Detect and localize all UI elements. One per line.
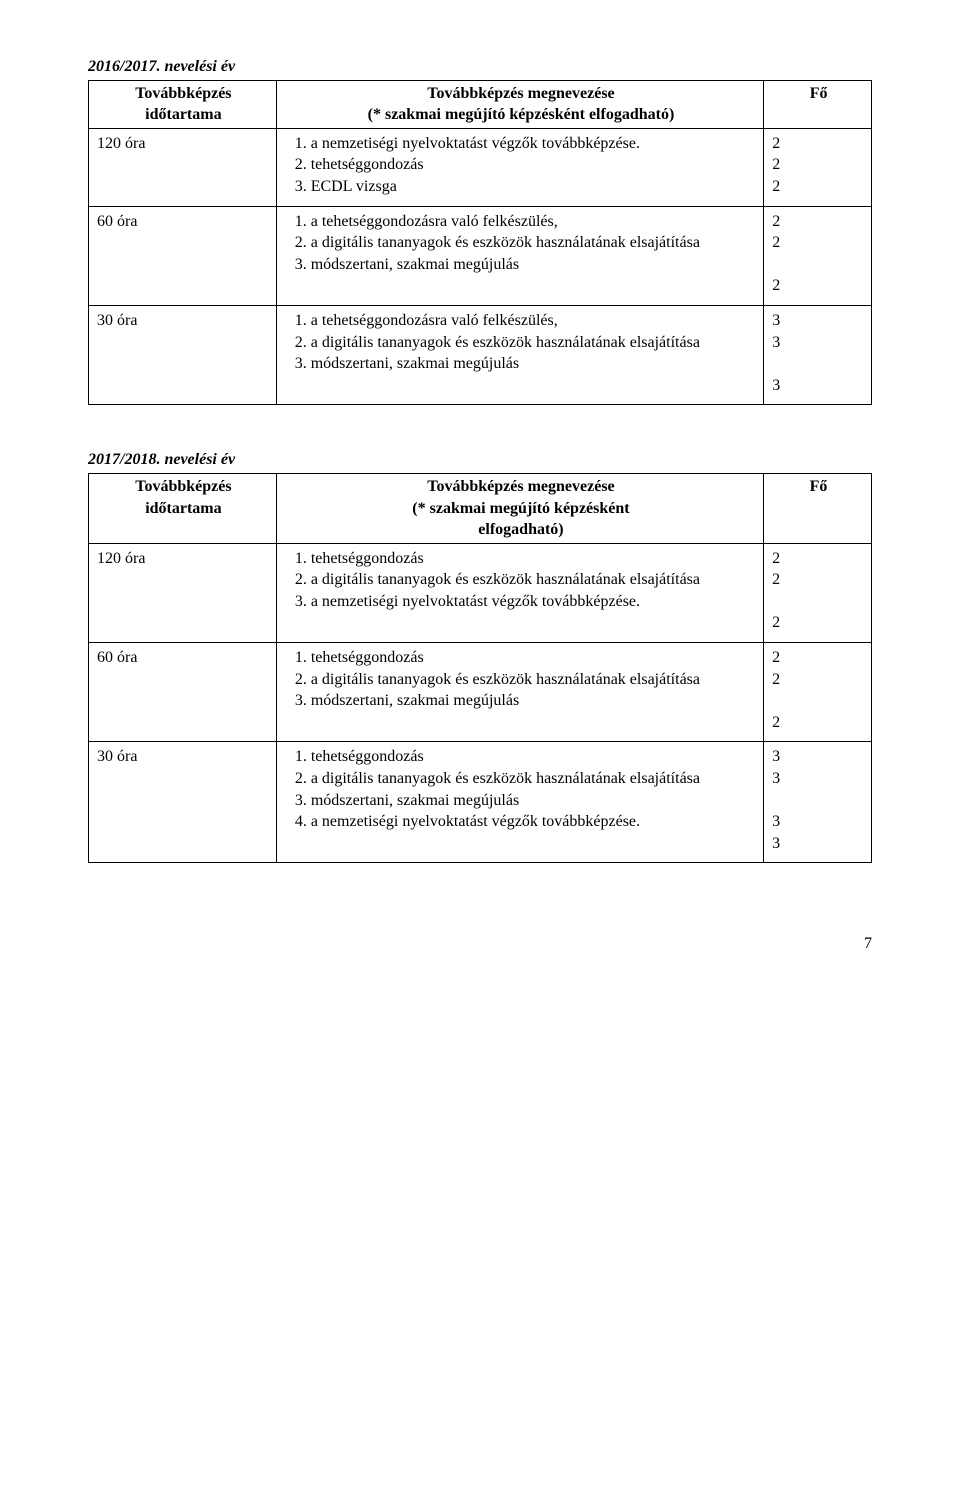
list-item: a tehetséggondozásra való felkészülés, bbox=[311, 211, 757, 233]
section2-header-col3: Fő bbox=[764, 473, 872, 543]
section2-heading: 2017/2018. nevelési év bbox=[88, 449, 872, 471]
value: 2 bbox=[772, 647, 865, 669]
table-row: 120 óra tehetséggondozás a digitális tan… bbox=[89, 543, 872, 642]
list-item: módszertani, szakmai megújulás bbox=[311, 690, 757, 712]
table-row: 60 óra tehetséggondozás a digitális tana… bbox=[89, 643, 872, 742]
value: 2 bbox=[772, 612, 865, 634]
value: 3 bbox=[772, 768, 865, 790]
list-item: tehetséggondozás bbox=[311, 746, 757, 768]
list-item: tehetséggondozás bbox=[311, 647, 757, 669]
header-text: Továbbképzés bbox=[135, 478, 231, 495]
value: 2 bbox=[772, 133, 865, 155]
header-text: Továbbképzés megnevezése bbox=[427, 85, 614, 102]
table-row: 30 óra a tehetséggondozásra való felkész… bbox=[89, 305, 872, 404]
section1-table: Továbbképzés időtartama Továbbképzés meg… bbox=[88, 80, 872, 406]
value: 3 bbox=[772, 332, 865, 354]
list-item: a nemzetiségi nyelvoktatást végzők továb… bbox=[311, 811, 757, 833]
row-items: tehetséggondozás a digitális tananyagok … bbox=[276, 742, 763, 863]
header-text: (* szakmai megújító képzésként elfogadha… bbox=[368, 106, 675, 123]
row-values: 3 3 3 3 bbox=[764, 742, 872, 863]
row-values: 2 2 2 bbox=[764, 643, 872, 742]
value: 3 bbox=[772, 811, 865, 833]
value: 2 bbox=[772, 211, 865, 233]
row-label: 120 óra bbox=[89, 543, 277, 642]
list-item: a digitális tananyagok és eszközök haszn… bbox=[311, 232, 757, 254]
header-text: időtartama bbox=[145, 106, 221, 123]
list-item: módszertani, szakmai megújulás bbox=[311, 353, 757, 375]
list-item: módszertani, szakmai megújulás bbox=[311, 254, 757, 276]
table-row: 120 óra a nemzetiségi nyelvoktatást végz… bbox=[89, 128, 872, 206]
value: 2 bbox=[772, 548, 865, 570]
value bbox=[772, 254, 865, 276]
table-row: 60 óra a tehetséggondozásra való felkész… bbox=[89, 206, 872, 305]
list-item: a tehetséggondozásra való felkészülés, bbox=[311, 310, 757, 332]
section1-header-col2: Továbbképzés megnevezése (* szakmai megú… bbox=[276, 80, 763, 128]
list-item: tehetséggondozás bbox=[311, 154, 757, 176]
row-items: tehetséggondozás a digitális tananyagok … bbox=[276, 643, 763, 742]
header-text: Továbbképzés megnevezése bbox=[427, 478, 614, 495]
row-items: tehetséggondozás a digitális tananyagok … bbox=[276, 543, 763, 642]
section2-header-col2: Továbbképzés megnevezése (* szakmai megú… bbox=[276, 473, 763, 543]
value bbox=[772, 690, 865, 712]
row-label: 60 óra bbox=[89, 643, 277, 742]
header-text: (* szakmai megújító képzésként bbox=[412, 500, 629, 517]
value: 2 bbox=[772, 232, 865, 254]
page-number: 7 bbox=[88, 933, 872, 955]
value: 3 bbox=[772, 375, 865, 397]
section1-header-col1: Továbbképzés időtartama bbox=[89, 80, 277, 128]
list-item: a nemzetiségi nyelvoktatást végzők továb… bbox=[311, 591, 757, 613]
row-values: 3 3 3 bbox=[764, 305, 872, 404]
row-items: a tehetséggondozásra való felkészülés, a… bbox=[276, 206, 763, 305]
section1-header-row: Továbbképzés időtartama Továbbképzés meg… bbox=[89, 80, 872, 128]
section2-header-row: Továbbképzés időtartama Továbbképzés meg… bbox=[89, 473, 872, 543]
value: 2 bbox=[772, 275, 865, 297]
value: 2 bbox=[772, 669, 865, 691]
value bbox=[772, 790, 865, 812]
value: 2 bbox=[772, 569, 865, 591]
row-items: a tehetséggondozásra való felkészülés, a… bbox=[276, 305, 763, 404]
section1-header-col3: Fő bbox=[764, 80, 872, 128]
row-values: 2 2 2 bbox=[764, 128, 872, 206]
value: 3 bbox=[772, 746, 865, 768]
value: 3 bbox=[772, 833, 865, 855]
row-label: 30 óra bbox=[89, 305, 277, 404]
header-text: elfogadható) bbox=[478, 521, 563, 538]
row-items: a nemzetiségi nyelvoktatást végzők továb… bbox=[276, 128, 763, 206]
table-row: 30 óra tehetséggondozás a digitális tana… bbox=[89, 742, 872, 863]
row-label: 60 óra bbox=[89, 206, 277, 305]
row-values: 2 2 2 bbox=[764, 543, 872, 642]
list-item: a digitális tananyagok és eszközök haszn… bbox=[311, 669, 757, 691]
value: 2 bbox=[772, 176, 865, 198]
value: 3 bbox=[772, 310, 865, 332]
list-item: a digitális tananyagok és eszközök haszn… bbox=[311, 569, 757, 591]
section2-header-col1: Továbbképzés időtartama bbox=[89, 473, 277, 543]
value bbox=[772, 353, 865, 375]
list-item: a digitális tananyagok és eszközök haszn… bbox=[311, 768, 757, 790]
header-text: időtartama bbox=[145, 500, 221, 517]
row-values: 2 2 2 bbox=[764, 206, 872, 305]
value: 2 bbox=[772, 712, 865, 734]
header-text: Továbbképzés bbox=[135, 85, 231, 102]
row-label: 120 óra bbox=[89, 128, 277, 206]
list-item: ECDL vizsga bbox=[311, 176, 757, 198]
list-item: tehetséggondozás bbox=[311, 548, 757, 570]
value: 2 bbox=[772, 154, 865, 176]
list-item: a nemzetiségi nyelvoktatást végzők továb… bbox=[311, 133, 757, 155]
section1-heading: 2016/2017. nevelési év bbox=[88, 56, 872, 78]
row-label: 30 óra bbox=[89, 742, 277, 863]
list-item: módszertani, szakmai megújulás bbox=[311, 790, 757, 812]
list-item: a digitális tananyagok és eszközök haszn… bbox=[311, 332, 757, 354]
value bbox=[772, 591, 865, 613]
section2-table: Továbbképzés időtartama Továbbképzés meg… bbox=[88, 473, 872, 864]
